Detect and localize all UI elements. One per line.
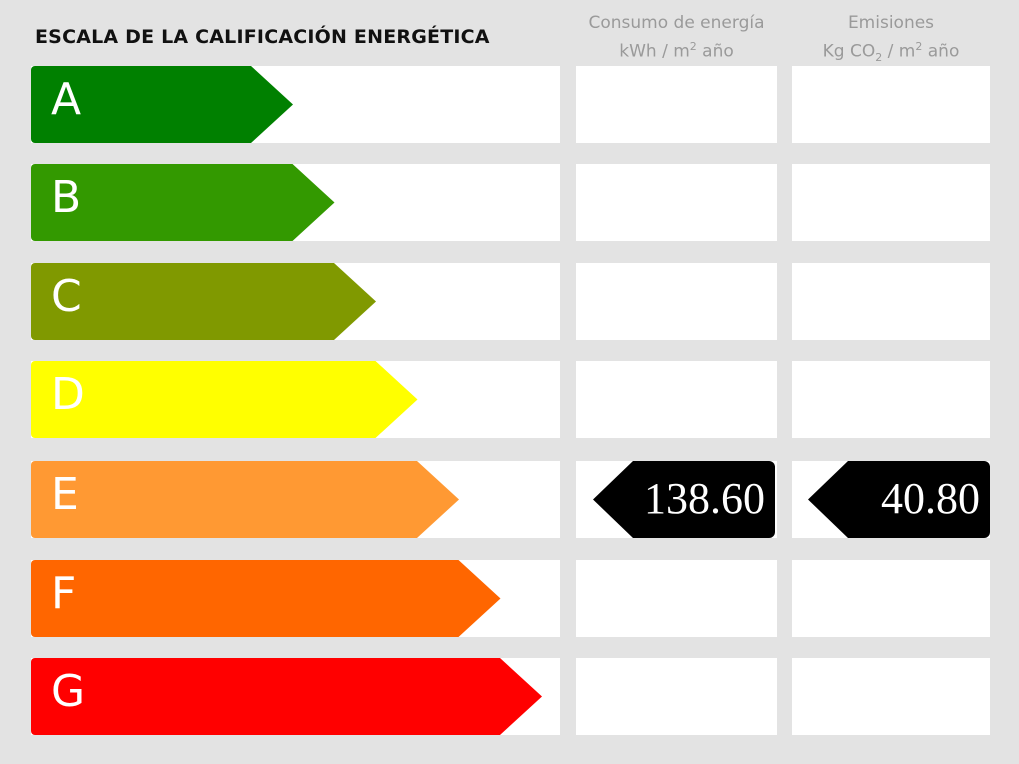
rating-arrow-f: F — [31, 560, 501, 637]
energy-header-unit: kWh / m2 año — [619, 40, 734, 62]
emissions-cell — [792, 66, 990, 143]
scale-title: ESCALA DE LA CALIFICACIÓN ENERGÉTICA — [35, 26, 490, 48]
emissions-header-unit: Kg CO2 / m2 año — [822, 40, 960, 65]
emissions-cell — [792, 560, 990, 637]
rating-letter: D — [51, 369, 85, 420]
rating-arrow-a: A — [31, 66, 293, 143]
rating-arrow-c: C — [31, 263, 376, 340]
energy-cell — [576, 164, 777, 241]
energy-cell — [576, 658, 777, 735]
emissions-cell — [792, 164, 990, 241]
energy-cell — [576, 361, 777, 438]
emissions-column-header: Emisiones Kg CO2 / m2 año — [792, 11, 990, 70]
rating-letter: G — [51, 666, 86, 717]
emissions-header-line1: Emisiones — [847, 13, 935, 33]
emissions-value-marker: 40.80 — [808, 461, 990, 538]
energy-cell — [576, 560, 777, 637]
rating-letter: B — [51, 172, 82, 223]
rating-arrow-g: G — [31, 658, 542, 735]
emissions-cell — [792, 361, 990, 438]
rating-letter: C — [51, 271, 82, 322]
rating-arrow-e: E — [31, 461, 459, 538]
rating-letter: E — [51, 469, 79, 520]
rating-letter: F — [51, 568, 77, 619]
energy-cell — [576, 263, 777, 340]
emissions-cell — [792, 658, 990, 735]
rating-arrow-b: B — [31, 164, 335, 241]
rating-arrow-d: D — [31, 361, 418, 438]
energy-value-marker: 138.60 — [593, 461, 775, 538]
energy-cell — [576, 66, 777, 143]
energy-column-header: Consumo de energía kWh / m2 año — [576, 11, 777, 64]
rating-letter: A — [51, 74, 82, 125]
energy-header-line1: Consumo de energía — [588, 13, 765, 33]
marker-value: 138.60 — [644, 474, 765, 523]
marker-value: 40.80 — [881, 474, 980, 523]
emissions-cell — [792, 263, 990, 340]
